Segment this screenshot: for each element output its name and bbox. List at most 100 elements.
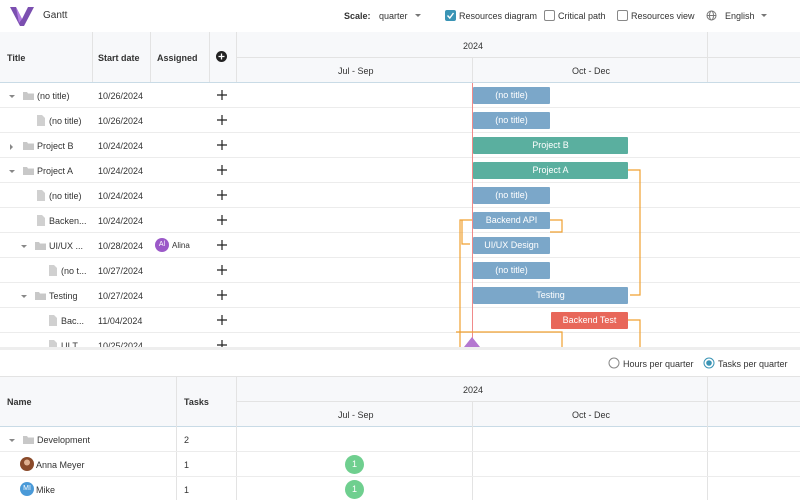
expand-toggle: [21, 242, 27, 252]
radio-button-svg: [703, 357, 715, 369]
task-title: Project A: [37, 166, 74, 176]
assignee: Alina: [172, 241, 190, 250]
expand-toggle-svg: [9, 170, 15, 173]
divider: [150, 32, 151, 82]
task-bar[interactable]: Project A: [473, 162, 628, 179]
task-count: 2: [184, 435, 190, 445]
task-bar[interactable]: Project B: [473, 137, 628, 154]
folder-icon-svg: [23, 92, 34, 100]
quarter-label: Jul - Sep: [338, 410, 374, 420]
file-icon: [49, 315, 57, 328]
task-bar[interactable]: (no title): [473, 112, 550, 129]
column-header: Assigned: [157, 53, 198, 63]
file-icon-svg: [37, 215, 45, 226]
language-select[interactable]: English: [725, 11, 755, 21]
divider: [0, 132, 800, 133]
add-task-button: [216, 51, 227, 64]
checkbox-label[interactable]: Resources view: [631, 11, 695, 21]
resource-name: Mike: [36, 485, 56, 495]
checkbox-label[interactable]: Resources diagram: [459, 11, 538, 21]
divider: [0, 82, 800, 83]
task-bar[interactable]: (no title): [473, 262, 550, 279]
year-label: 2024: [463, 41, 484, 51]
expand-toggle: [21, 292, 27, 302]
avatar-photo: [20, 457, 34, 473]
radio-label[interactable]: Tasks per quarter: [718, 359, 788, 369]
radio-label[interactable]: Hours per quarter: [623, 359, 694, 369]
start-date: 10/24/2024: [98, 166, 144, 176]
expand-toggle: [9, 142, 15, 152]
start-date: 10/27/2024: [98, 291, 144, 301]
task-title: UI T...: [61, 341, 85, 347]
expand-toggle-svg: [10, 144, 13, 150]
add-subtask-svg: [217, 265, 227, 275]
file-icon-svg: [49, 340, 57, 347]
app-title: Gantt: [43, 10, 68, 21]
divider: [707, 376, 708, 500]
start-date: 10/24/2024: [98, 216, 144, 226]
expand-toggle: [9, 92, 15, 102]
task-title: Project B: [37, 141, 74, 151]
add-task-button-svg: [216, 51, 227, 62]
column-header: Tasks: [184, 397, 209, 407]
scale-select[interactable]: quarter: [379, 11, 408, 21]
folder-icon: [35, 241, 46, 252]
add-subtask-svg: [217, 165, 227, 175]
radio-button: [703, 357, 715, 371]
divider: [0, 476, 800, 477]
checkbox-label[interactable]: Critical path: [558, 11, 606, 21]
start-date: 10/27/2024: [98, 266, 144, 276]
folder-icon: [23, 141, 34, 152]
task-bar[interactable]: (no title): [473, 187, 550, 204]
checkbox[interactable]: [544, 10, 555, 21]
task-title: Backen...: [49, 216, 87, 226]
add-subtask-svg: [217, 340, 227, 347]
expand-toggle-svg: [21, 295, 27, 298]
expand-toggle-svg: [9, 95, 15, 98]
scale-label: Scale:: [344, 11, 371, 21]
divider: [209, 32, 210, 82]
folder-icon: [23, 166, 34, 177]
avatar: MI: [20, 482, 34, 496]
task-bar[interactable]: UI/UX Design: [473, 237, 550, 254]
divider: [0, 257, 800, 258]
task-title: Bac...: [61, 316, 85, 326]
avatar-photo-svg: [20, 457, 34, 471]
start-date: 10/25/2024: [98, 341, 144, 347]
folder-icon-svg: [35, 292, 46, 300]
task-bar[interactable]: Backend Test: [551, 312, 628, 329]
task-title: UI/UX ...: [49, 241, 84, 251]
divider: [0, 376, 800, 377]
folder-icon: [23, 91, 34, 102]
add-subtask: [217, 90, 227, 102]
file-icon: [37, 190, 45, 203]
checkbox[interactable]: [617, 10, 628, 21]
column-header: Title: [7, 53, 26, 63]
file-icon-svg: [49, 265, 57, 276]
expand-toggle: [9, 436, 15, 446]
task-title: Testing: [49, 291, 78, 301]
start-date: 10/26/2024: [98, 91, 144, 101]
task-bar[interactable]: Backend API: [473, 212, 550, 229]
task-title: (no title): [49, 191, 82, 201]
folder-icon-svg: [23, 436, 34, 444]
add-subtask: [217, 165, 227, 177]
divider: [176, 376, 177, 500]
file-icon: [49, 340, 57, 347]
splitter[interactable]: [0, 347, 800, 350]
task-bar[interactable]: Testing: [473, 287, 628, 304]
checkbox[interactable]: [445, 10, 456, 21]
divider: [0, 107, 800, 108]
add-subtask: [217, 340, 227, 347]
task-bar[interactable]: (no title): [473, 87, 550, 104]
task-count: 1: [184, 460, 190, 470]
quarter-label: Jul - Sep: [338, 66, 374, 76]
add-subtask-svg: [217, 315, 227, 325]
divider: [0, 451, 800, 452]
divider: [0, 157, 800, 158]
task-title: (no t...: [61, 266, 87, 276]
divider: [707, 32, 708, 82]
folder-icon: [35, 291, 46, 302]
load-badge: 1: [345, 455, 364, 474]
add-subtask-svg: [217, 140, 227, 150]
